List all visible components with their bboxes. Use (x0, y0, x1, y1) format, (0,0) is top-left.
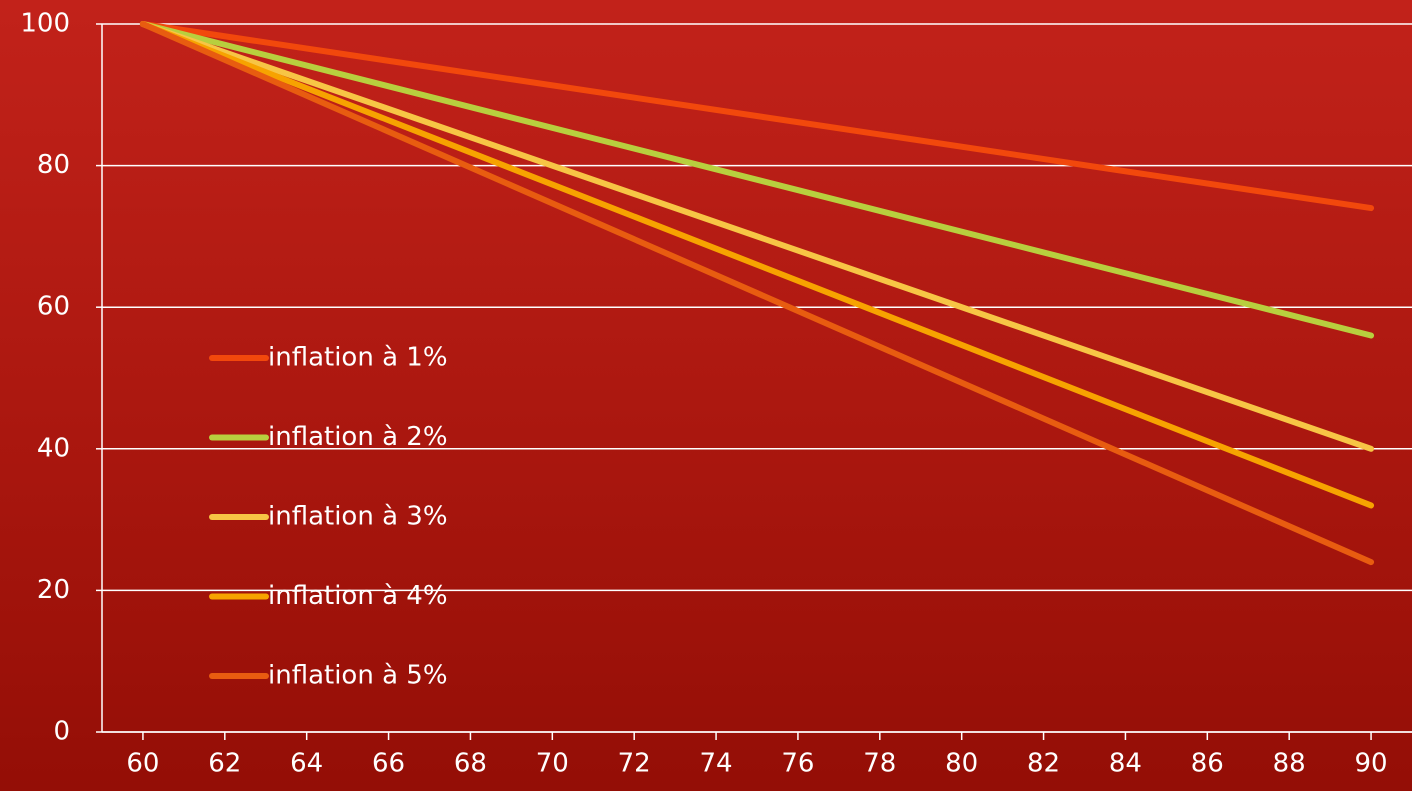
x-tick-label: 78 (863, 749, 896, 779)
x-tick-label: 74 (700, 749, 733, 779)
legend-label: inflation à 4% (268, 581, 448, 611)
y-tick-label: 0 (53, 717, 70, 747)
x-tick-label: 68 (454, 749, 487, 779)
legend-label: inflation à 1% (268, 343, 448, 373)
x-tick-label: 72 (618, 749, 651, 779)
x-tick-label: 76 (781, 749, 814, 779)
series-line (139, 21, 1375, 212)
y-tick-label: 80 (37, 150, 70, 180)
series-line (139, 21, 1375, 452)
legend-label: inflation à 2% (268, 422, 448, 452)
series-line (139, 21, 1375, 566)
x-tick-label: 70 (536, 749, 569, 779)
y-tick-label: 60 (37, 292, 70, 322)
series-line (139, 21, 1375, 509)
x-tick-label: 64 (290, 749, 323, 779)
y-tick-label: 40 (37, 433, 70, 463)
y-tick-label: 100 (20, 9, 70, 39)
x-tick-label: 60 (126, 749, 159, 779)
x-tick-label: 90 (1355, 749, 1388, 779)
series-line (139, 21, 1375, 339)
x-tick-label: 88 (1273, 749, 1306, 779)
x-tick-label: 80 (945, 749, 978, 779)
x-tick-label: 84 (1109, 749, 1142, 779)
x-tick-label: 86 (1191, 749, 1224, 779)
x-tick-label: 66 (372, 749, 405, 779)
x-tick-label: 62 (208, 749, 241, 779)
legend-label: inflation à 5% (268, 661, 448, 691)
y-tick-label: 20 (37, 575, 70, 605)
legend-label: inflation à 3% (268, 502, 448, 532)
x-tick-label: 82 (1027, 749, 1060, 779)
